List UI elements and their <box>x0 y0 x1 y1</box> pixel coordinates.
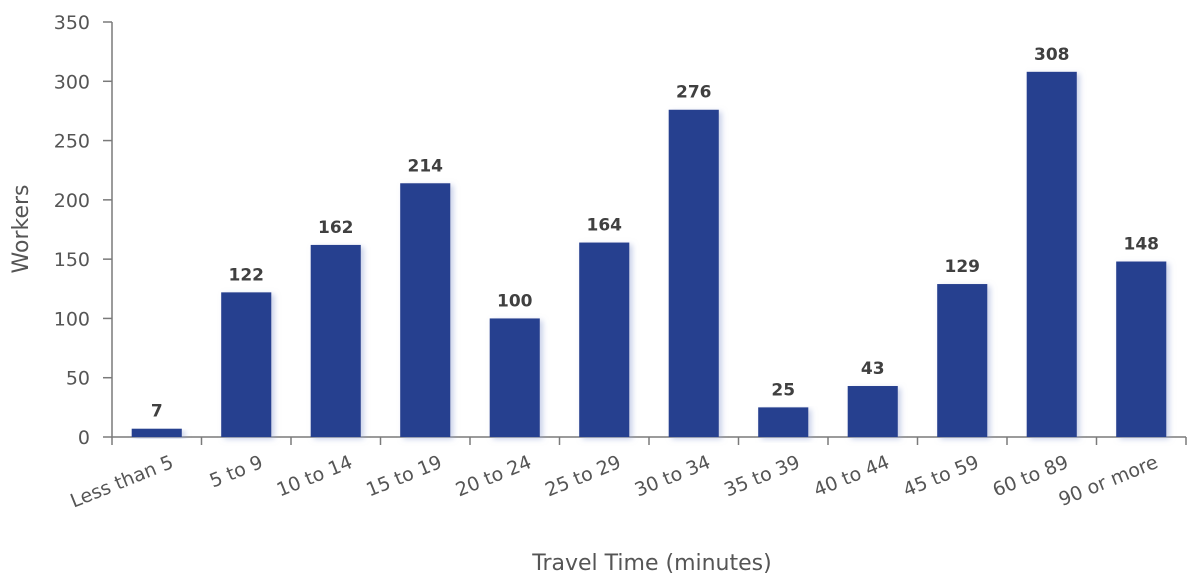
x-category-label: 15 to 19 <box>363 451 445 501</box>
bar <box>1026 71 1077 438</box>
bar-value-label: 308 <box>1034 45 1070 65</box>
data-labels: 7 122 162 214 100 164 276 25 43 129 308 148 <box>151 45 1159 422</box>
bar <box>937 284 988 437</box>
x-category-label: 25 to 29 <box>542 451 624 501</box>
x-axis: Less than 5 5 to 9 10 to 14 15 to 19 20 to 2… <box>67 436 1187 513</box>
x-category-label: 20 to 24 <box>453 451 535 501</box>
y-axis-title: Workers <box>9 185 34 274</box>
x-category-label: 40 to 44 <box>811 451 893 501</box>
bar <box>579 242 630 437</box>
x-category-label: 10 to 14 <box>274 451 356 501</box>
bar <box>400 183 451 437</box>
bar <box>758 407 809 437</box>
bar-value-label: 129 <box>945 257 981 277</box>
bar <box>847 386 898 437</box>
bar-value-label: 214 <box>408 156 444 176</box>
bar <box>310 244 361 437</box>
y-tick-label: 50 <box>66 368 90 390</box>
bar-value-label: 25 <box>771 380 795 400</box>
x-axis-title: Travel Time (minutes) <box>531 551 771 576</box>
y-tick-label: 300 <box>54 71 90 93</box>
y-tick-label: 150 <box>54 249 90 271</box>
y-tick-label: 250 <box>54 131 90 153</box>
bar-value-label: 7 <box>151 402 163 422</box>
bars <box>131 71 1167 438</box>
y-tick-label: 350 <box>54 12 90 34</box>
bar-value-label: 148 <box>1124 235 1160 255</box>
x-category-label: 45 to 59 <box>900 451 982 501</box>
x-category-label: 5 to 9 <box>207 451 267 492</box>
bar <box>131 428 182 437</box>
bar-value-label: 162 <box>318 218 354 238</box>
bar-value-label: 164 <box>587 216 623 236</box>
x-category-label: Less than 5 <box>67 451 176 512</box>
y-axis: 0 50 100 150 200 250 300 350 <box>54 12 113 449</box>
y-tick-label: 200 <box>54 190 90 212</box>
x-category-label: 35 to 39 <box>721 451 803 501</box>
bar <box>489 318 540 437</box>
bar <box>668 109 719 437</box>
bar-value-label: 122 <box>229 265 265 285</box>
bar-value-label: 43 <box>861 359 885 379</box>
bar-value-label: 100 <box>497 291 533 311</box>
y-tick-label: 0 <box>78 427 90 449</box>
x-category-label: 90 or more <box>1056 451 1162 511</box>
bar <box>221 292 272 437</box>
x-category-label: 30 to 34 <box>632 451 714 501</box>
bar <box>1116 261 1167 437</box>
bar-value-label: 276 <box>676 83 712 103</box>
y-tick-label: 100 <box>54 308 90 330</box>
